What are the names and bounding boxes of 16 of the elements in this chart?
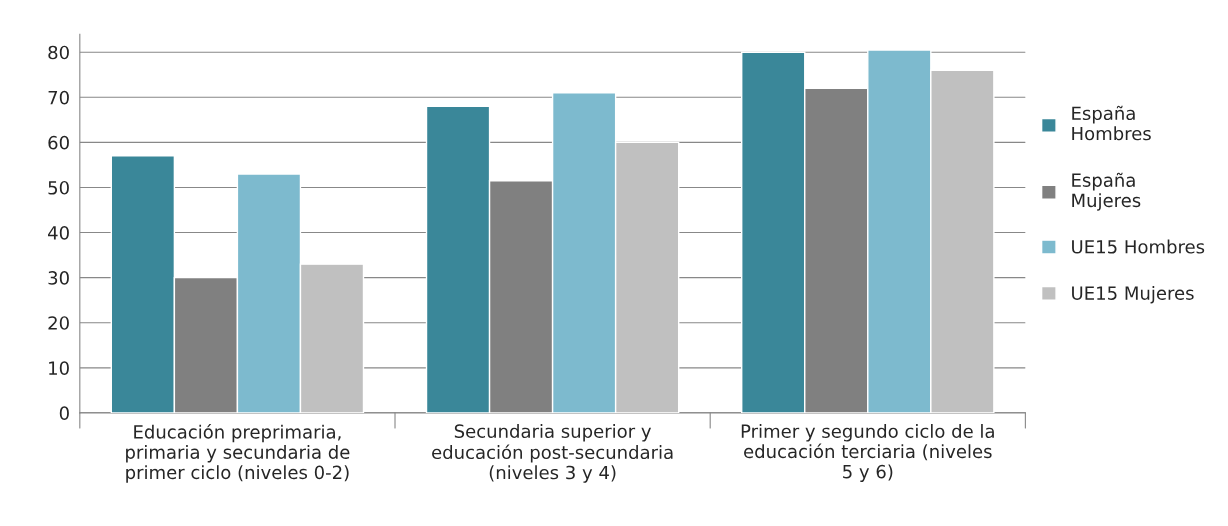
x-tick-label: Educación preprimaria, primaria y secundaria de primer ciclo (niveles 0-2) xyxy=(126,424,350,483)
y-tick-label: 60 xyxy=(48,135,69,150)
y-tick-label: 30 xyxy=(48,271,69,285)
legend-label: UE15 Hombres xyxy=(1072,239,1205,254)
y-tick-label: 10 xyxy=(49,361,69,375)
x-tick-label: Primer y segundo ciclo de la educación terciaria (niveles 5 y 6) xyxy=(741,424,994,482)
y-tick-label: 80 xyxy=(48,45,69,60)
legend-label: España Hombres xyxy=(1072,105,1151,141)
x-tick-label: Secundaria superior y educación post-secundaria (niveles 3 y 4) xyxy=(432,424,673,483)
y-tick-label: 20 xyxy=(48,316,69,330)
y-tick-label: 50 xyxy=(48,180,69,195)
legend-label: España Mujeres xyxy=(1072,172,1141,211)
y-tick-label: 70 xyxy=(48,90,69,105)
y-tick-label: 40 xyxy=(48,226,69,240)
y-tick-label: 0 xyxy=(59,406,69,421)
legend-label: UE15 Mujeres xyxy=(1072,285,1194,304)
